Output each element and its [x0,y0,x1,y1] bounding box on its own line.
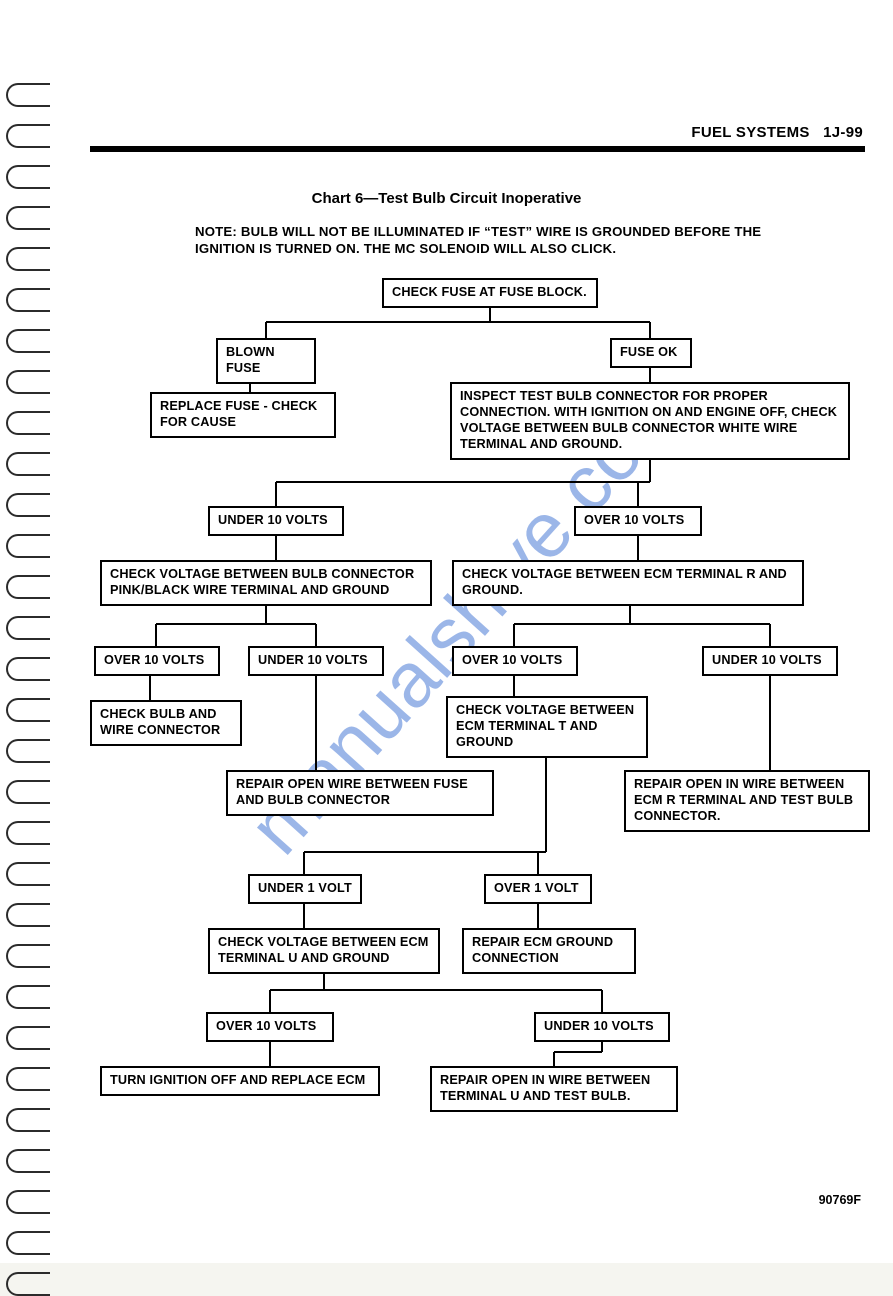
page-header: FUEL SYSTEMS 1J-99 [691,124,863,141]
flowchart-node: INSPECT TEST BULB CONNECTOR FOR PROPER C… [450,382,850,460]
spiral-ring [6,370,50,394]
spiral-ring [6,821,50,845]
flowchart-node: REPAIR OPEN WIRE BETWEEN FUSE AND BULB C… [226,770,494,816]
header-section: FUEL SYSTEMS [691,124,809,141]
spiral-ring [6,698,50,722]
spiral-ring [6,493,50,517]
flowchart-node: CHECK FUSE AT FUSE BLOCK. [382,278,598,308]
flowchart-node: CHECK VOLTAGE BETWEEN BULB CONNECTOR PIN… [100,560,432,606]
flowchart-node: UNDER 10 VOLTS [702,646,838,676]
spiral-ring [6,739,50,763]
spiral-ring [6,1108,50,1132]
flowchart-node: FUSE OK [610,338,692,368]
flowchart-node: CHECK VOLTAGE BETWEEN ECM TERMINAL T AND… [446,696,648,758]
spiral-ring [6,206,50,230]
spiral-ring [6,288,50,312]
flowchart-node: OVER 1 VOLT [484,874,592,904]
spiral-ring [6,124,50,148]
spiral-ring [6,1231,50,1255]
flowchart-node: CHECK BULB AND WIRE CONNECTOR [90,700,242,746]
spiral-ring [6,862,50,886]
flowchart-node: UNDER 10 VOLTS [534,1012,670,1042]
flowchart-node: CHECK VOLTAGE BETWEEN ECM TERMINAL U AND… [208,928,440,974]
spiral-ring [6,1149,50,1173]
flowchart-node: OVER 10 VOLTS [574,506,702,536]
spiral-ring [6,165,50,189]
flowchart-node: UNDER 1 VOLT [248,874,362,904]
spiral-ring [6,1026,50,1050]
spiral-ring [6,616,50,640]
flowchart-node: TURN IGNITION OFF AND REPLACE ECM [100,1066,380,1096]
header-rule [90,146,865,152]
flowchart-node: REPLACE FUSE - CHECK FOR CAUSE [150,392,336,438]
flowchart-node: CHECK VOLTAGE BETWEEN ECM TERMINAL R AND… [452,560,804,606]
chart-note: NOTE: BULB WILL NOT BE ILLUMINATED IF “T… [195,224,793,258]
page: FUEL SYSTEMS 1J-99 manualshive.com Chart… [0,0,893,1263]
spiral-ring [6,1067,50,1091]
flowchart-node: UNDER 10 VOLTS [248,646,384,676]
spiral-ring [6,83,50,107]
flowchart: CHECK FUSE AT FUSE BLOCK. BLOWN FUSE FUSE … [90,272,880,1132]
spiral-ring [6,780,50,804]
flowchart-node: REPAIR ECM GROUND CONNECTION [462,928,636,974]
flowchart-node: OVER 10 VOLTS [206,1012,334,1042]
flowchart-node: BLOWN FUSE [216,338,316,384]
flowchart-node: UNDER 10 VOLTS [208,506,344,536]
header-pagecode: 1J-99 [823,124,863,141]
flowchart-node: OVER 10 VOLTS [94,646,220,676]
flowchart-node: REPAIR OPEN IN WIRE BETWEEN ECM R TERMIN… [624,770,870,832]
spiral-ring [6,575,50,599]
spiral-ring [6,903,50,927]
part-number: 90769F [819,1193,861,1207]
spiral-ring [6,411,50,435]
spiral-ring [6,944,50,968]
spiral-ring [6,657,50,681]
chart-title: Chart 6—Test Bulb Circuit Inoperative [0,190,893,207]
flowchart-node: OVER 10 VOLTS [452,646,578,676]
spiral-ring [6,985,50,1009]
spiral-ring [6,329,50,353]
spiral-ring [6,1190,50,1214]
spiral-ring [6,247,50,271]
flowchart-node: REPAIR OPEN IN WIRE BETWEEN TERMINAL U A… [430,1066,678,1112]
spiral-ring [6,1272,50,1296]
spiral-ring [6,534,50,558]
spiral-ring [6,452,50,476]
